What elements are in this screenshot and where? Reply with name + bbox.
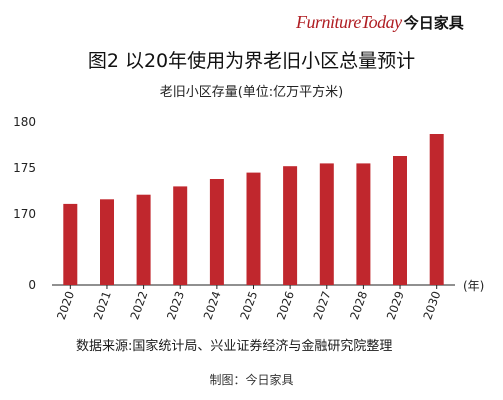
chart-title: 图2 以20年使用为界老旧小区总量预计: [87, 50, 416, 72]
bar-2021: [100, 199, 114, 285]
bar-2025: [246, 172, 261, 285]
x-tick-label: 2024: [201, 289, 224, 321]
x-tick-label: 2027: [310, 289, 333, 321]
chart-maker-credit: 制图：今日家具: [209, 373, 294, 387]
bar-2030: [429, 134, 444, 285]
x-tick-label: 2030: [420, 289, 443, 321]
brand-logo: FurnitureToday 今日家具: [296, 12, 496, 36]
x-tick-label: 2022: [127, 289, 150, 321]
bar-2026: [283, 166, 298, 285]
x-tick-label: 2021: [91, 289, 114, 321]
x-tick-label: 2029: [384, 289, 407, 321]
x-tick-label: 2028: [347, 289, 370, 321]
x-tick-label: 2020: [54, 289, 77, 321]
x-tick-label: 2023: [164, 289, 187, 321]
bar-2023: [173, 186, 188, 285]
brand-logo-chinese: 今日家具: [403, 14, 464, 32]
x-axis-unit: (年): [463, 279, 484, 293]
bar-2028: [356, 163, 371, 285]
data-source-note: 数据来源:国家统计局、兴业证券经济与金融研究院整理: [76, 339, 393, 354]
bar-2020: [63, 203, 78, 285]
y-tick-label: 170: [13, 207, 36, 221]
x-tick-label: 2026: [274, 289, 297, 321]
y-tick-label: 175: [13, 161, 36, 175]
bar-2027: [319, 163, 334, 285]
y-tick-label: 180: [13, 115, 36, 129]
brand-logo-latin: FurnitureToday: [296, 12, 402, 32]
chart-ylabel: 老旧小区存量(单位:亿万平方米): [159, 85, 344, 100]
y-tick-label: 0: [28, 278, 36, 292]
bar-2024: [209, 179, 224, 285]
x-tick-label: 2025: [237, 289, 260, 321]
bar-2022: [136, 194, 151, 285]
bar-2029: [393, 156, 407, 285]
